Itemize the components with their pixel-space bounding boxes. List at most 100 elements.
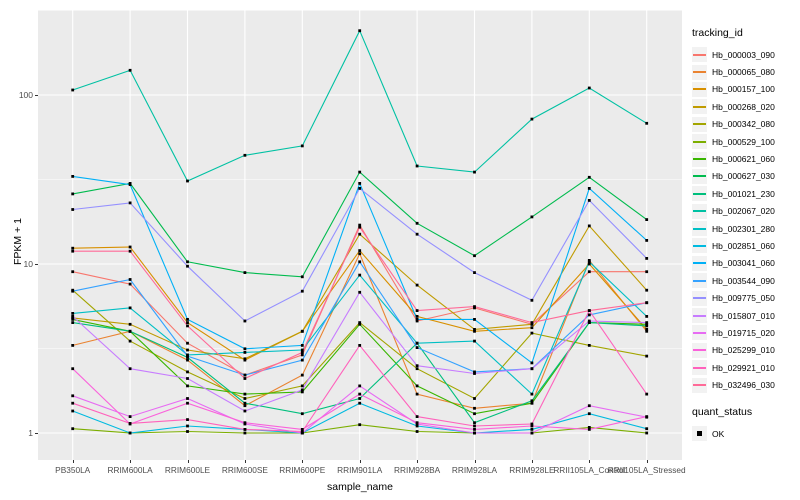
x-tick-mark bbox=[244, 460, 246, 463]
data-point bbox=[473, 431, 476, 435]
data-point bbox=[645, 324, 649, 328]
legend-label: Hb_000621_060 bbox=[712, 154, 775, 165]
data-point bbox=[300, 353, 304, 357]
legend-key-line-icon bbox=[692, 342, 707, 358]
data-point bbox=[530, 428, 534, 431]
data-point bbox=[358, 260, 362, 264]
data-point bbox=[530, 326, 534, 330]
legend-key-line-icon bbox=[692, 273, 707, 289]
data-point bbox=[243, 428, 247, 431]
legend-title: tracking_id bbox=[692, 27, 743, 39]
data-point bbox=[71, 246, 75, 250]
x-axis-title: sample_name bbox=[327, 481, 393, 493]
data-point bbox=[415, 367, 419, 371]
legend-item-Hb_019715_020: Hb_019715_020 bbox=[692, 324, 798, 341]
legend-key-line-icon bbox=[692, 64, 707, 80]
legend-label: Hb_003041_060 bbox=[712, 258, 775, 269]
data-point bbox=[645, 288, 649, 292]
data-point bbox=[71, 315, 75, 318]
legend-key-line-icon bbox=[692, 186, 707, 202]
data-point bbox=[300, 373, 304, 377]
data-point bbox=[530, 422, 534, 426]
data-point bbox=[128, 339, 132, 343]
legend-item-Hb_000065_080: Hb_000065_080 bbox=[692, 63, 798, 80]
legend-key-line-icon bbox=[692, 168, 707, 184]
data-point bbox=[587, 426, 591, 429]
plot-panel bbox=[38, 10, 682, 460]
legend-label: Hb_000003_090 bbox=[712, 49, 775, 60]
data-point bbox=[415, 232, 419, 236]
data-point bbox=[71, 318, 75, 321]
data-point bbox=[300, 329, 304, 333]
data-point bbox=[645, 121, 649, 125]
data-point bbox=[128, 245, 132, 249]
data-point bbox=[587, 262, 591, 266]
data-point bbox=[128, 68, 132, 72]
data-point bbox=[186, 370, 189, 374]
data-point bbox=[186, 318, 189, 321]
legend-key-line-icon bbox=[692, 99, 707, 115]
data-point bbox=[186, 179, 189, 183]
x-tick-mark bbox=[72, 460, 74, 463]
data-point bbox=[186, 384, 189, 388]
data-point bbox=[300, 428, 304, 431]
data-point bbox=[243, 377, 247, 380]
legend-key-line-icon bbox=[692, 360, 707, 376]
data-point bbox=[587, 270, 591, 274]
data-point bbox=[71, 367, 75, 371]
x-tick-mark bbox=[417, 460, 419, 463]
data-point bbox=[415, 346, 419, 349]
data-point bbox=[415, 319, 419, 323]
data-point bbox=[530, 392, 534, 396]
data-point bbox=[530, 298, 534, 302]
legend-item-Hb_000627_030: Hb_000627_030 bbox=[692, 168, 798, 185]
x-tick-mark bbox=[187, 460, 189, 463]
data-point bbox=[358, 397, 362, 400]
x-tick-label-PB350LA: PB350LA bbox=[55, 465, 91, 475]
data-point bbox=[473, 339, 476, 343]
data-point bbox=[587, 344, 591, 347]
data-point bbox=[358, 232, 362, 236]
data-point bbox=[587, 309, 591, 312]
data-point bbox=[473, 412, 476, 416]
data-point bbox=[71, 175, 75, 178]
data-point bbox=[645, 257, 649, 260]
data-point bbox=[358, 392, 362, 396]
data-point bbox=[645, 415, 649, 418]
data-point bbox=[473, 421, 476, 425]
legend-key-line-icon bbox=[692, 81, 707, 97]
data-point bbox=[71, 289, 75, 293]
legend-label: Hb_002301_280 bbox=[712, 223, 775, 234]
legend-key-line-icon bbox=[692, 151, 707, 167]
data-point bbox=[186, 401, 189, 405]
legend: tracking_id Hb_000003_090 Hb_000065_080 Hb… bbox=[692, 27, 798, 442]
legend-label: Hb_002851_060 bbox=[712, 240, 775, 251]
legend-label: Hb_000065_080 bbox=[712, 67, 775, 78]
legend-label: Hb_002067_020 bbox=[712, 206, 775, 217]
data-point bbox=[530, 215, 534, 219]
legend-item-Hb_032496_030: Hb_032496_030 bbox=[692, 376, 798, 393]
x-tick-label-RRII105LA_Stressed: RRII105LA_Stressed bbox=[607, 465, 686, 475]
data-point bbox=[358, 322, 362, 326]
data-point bbox=[645, 329, 649, 333]
data-point bbox=[473, 424, 476, 428]
legend-key-line-icon bbox=[692, 134, 707, 150]
data-point bbox=[71, 192, 75, 196]
data-point bbox=[300, 348, 304, 352]
x-tick-label-RRIM928BA: RRIM928BA bbox=[394, 465, 441, 475]
legend-key-line-icon bbox=[692, 377, 707, 393]
x-tick-label-RRIM600SE: RRIM600SE bbox=[221, 465, 268, 475]
data-point bbox=[530, 361, 534, 365]
data-point bbox=[128, 367, 132, 371]
data-point bbox=[358, 344, 362, 347]
data-point bbox=[243, 357, 247, 361]
data-point bbox=[186, 358, 189, 362]
data-point bbox=[186, 341, 189, 345]
legend-label: Hb_001021_230 bbox=[712, 188, 775, 199]
data-point bbox=[243, 409, 247, 413]
data-point bbox=[71, 316, 75, 320]
data-point bbox=[71, 427, 75, 431]
legend-label: Hb_015807_010 bbox=[712, 310, 775, 321]
legend-item-Hb_002067_020: Hb_002067_020 bbox=[692, 203, 798, 220]
